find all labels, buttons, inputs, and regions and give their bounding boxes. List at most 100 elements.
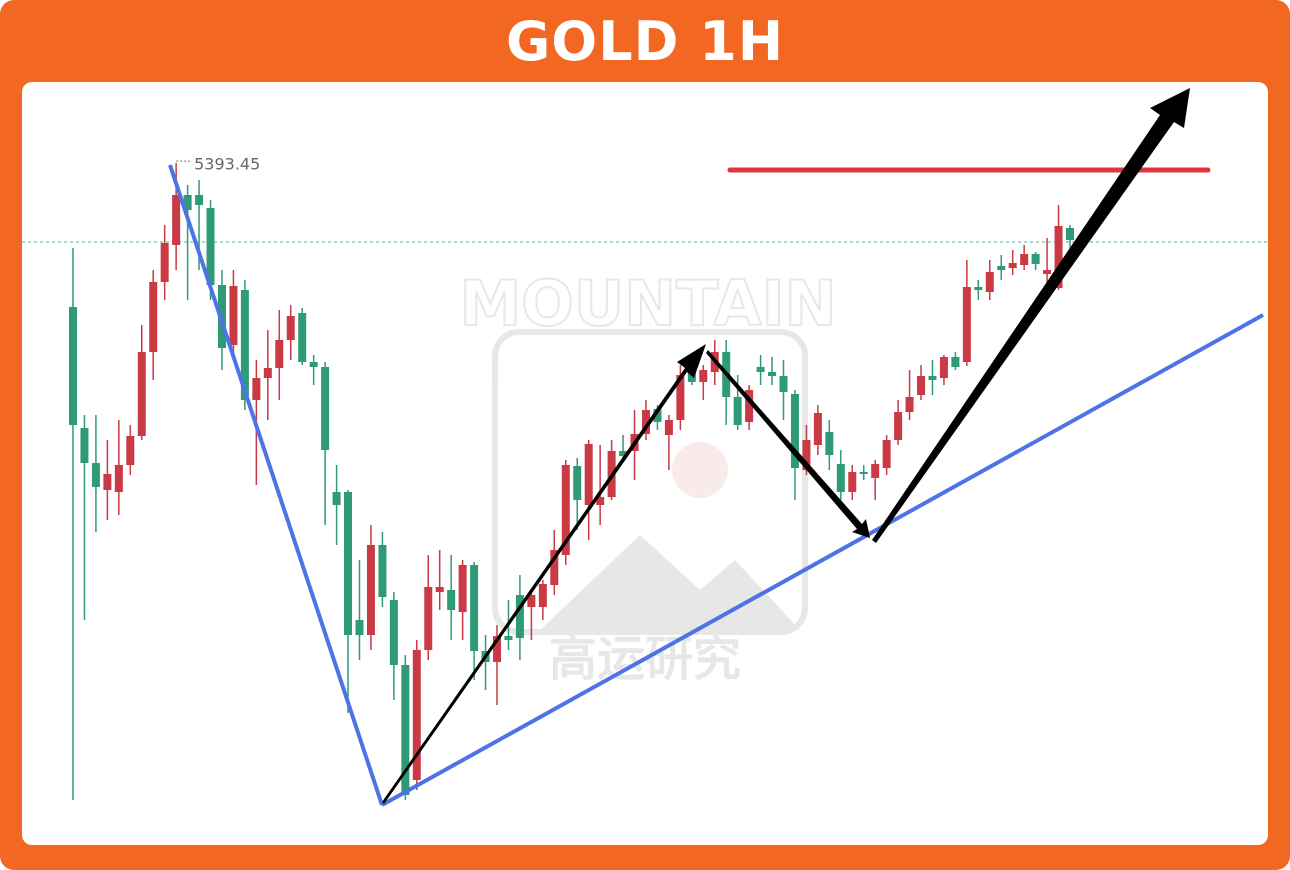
candle-body [859, 472, 868, 474]
candle-body [389, 600, 398, 665]
candle-body [905, 397, 914, 412]
title: GOLD 1H [505, 10, 785, 73]
candle-body [1043, 270, 1052, 274]
candle-body [573, 466, 582, 500]
candle-body [240, 290, 249, 400]
candle-body [126, 436, 135, 465]
candle-body [756, 367, 765, 372]
candle-body [103, 474, 112, 490]
candle-body [332, 492, 341, 505]
high-label: 5393.45 [194, 155, 260, 174]
candle-body [848, 472, 857, 492]
candle-body [894, 412, 903, 440]
candle-body [962, 287, 971, 362]
candle-body [561, 465, 570, 555]
candle-body [91, 463, 100, 487]
candle-body [825, 432, 834, 455]
candle-body [229, 286, 238, 345]
candle-body [1008, 263, 1017, 268]
candle-body [401, 665, 410, 795]
candle-body [951, 357, 960, 367]
candle-body [664, 420, 673, 435]
candle-body [550, 550, 559, 585]
candle-body [974, 287, 983, 290]
candle-body [424, 587, 433, 650]
candle-body [1066, 228, 1074, 240]
candle-body [596, 497, 605, 505]
candle-body [813, 413, 822, 445]
candle-body [263, 368, 272, 378]
candle-body [985, 272, 994, 292]
candle-body [1020, 254, 1029, 265]
candle-body [183, 195, 192, 210]
candles [22, 163, 1268, 800]
candle-body [458, 565, 467, 612]
candle-body [80, 428, 89, 463]
candle-body [779, 376, 788, 392]
candle-body [619, 451, 628, 456]
candle-body [882, 440, 891, 468]
candle-body [252, 378, 261, 400]
arrow [706, 350, 870, 538]
candle-body [470, 565, 479, 651]
candle-body [699, 370, 708, 382]
candle-body [378, 545, 387, 597]
watermark-mountain [540, 535, 800, 630]
candle-body [206, 208, 215, 285]
candle-body [687, 372, 696, 382]
drawings [168, 88, 1264, 807]
candle-body [321, 367, 330, 450]
candle-body [447, 590, 456, 610]
candle-body [917, 376, 926, 395]
candle-body [275, 340, 284, 368]
candle-body [584, 444, 593, 505]
candle-body [435, 587, 444, 592]
watermark-brand: MOUNTAIN [459, 267, 836, 340]
candle-body [527, 595, 536, 607]
candle-body [172, 195, 181, 245]
trend-line [168, 164, 384, 806]
candle-body [676, 375, 685, 420]
candle-body [149, 282, 158, 352]
chart-panel [22, 82, 1268, 845]
candle-body [160, 243, 169, 282]
candle-body [137, 352, 146, 436]
candle-body [802, 440, 811, 470]
candle-body [733, 397, 742, 425]
arrow [382, 344, 706, 804]
candle-body [412, 650, 421, 780]
candle-body [286, 316, 295, 340]
candle-body [344, 492, 353, 635]
candle-body [836, 464, 845, 492]
candle-body [538, 584, 547, 607]
candle-body [653, 409, 662, 422]
arrow [872, 88, 1190, 543]
candle-body [309, 362, 318, 367]
candle-body [768, 372, 777, 376]
candle-body [195, 195, 204, 205]
candle-body [504, 636, 513, 640]
candle-body [997, 266, 1006, 270]
candle-body [871, 464, 880, 478]
candle-body [298, 313, 307, 362]
candle-body [745, 390, 754, 422]
watermark-sun [672, 442, 728, 498]
trend-line [381, 313, 1264, 807]
candle-body [366, 545, 375, 635]
candle-body [355, 620, 364, 635]
candle-body [69, 307, 77, 425]
candle-body [939, 357, 948, 378]
candle-body [1054, 226, 1063, 288]
labels: 5393.45 [176, 155, 260, 174]
candle-body [641, 410, 650, 434]
candle-body [493, 636, 502, 662]
candle-body [1031, 254, 1040, 264]
candle-body [790, 394, 799, 468]
candle-body [114, 465, 123, 492]
candle-body [515, 595, 524, 638]
watermark-box [492, 329, 808, 635]
candle-body [928, 376, 937, 380]
